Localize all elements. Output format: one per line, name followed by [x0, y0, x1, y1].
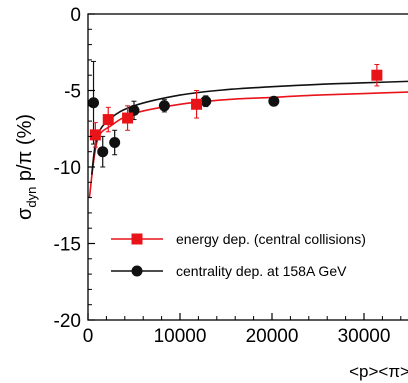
x-tick-label: 10000	[154, 326, 207, 347]
energy-data-point	[191, 98, 203, 110]
energy-data-point	[102, 114, 114, 126]
centrality-data-point	[109, 137, 121, 149]
centrality-fit-curve	[90, 80, 408, 175]
legend-energy-marker	[131, 233, 143, 245]
x-axis-title: <p><π>	[349, 362, 408, 381]
y-axis-title-rest: p/π (%)	[14, 114, 36, 187]
legend-energy-label: energy dep. (central collisions)	[176, 231, 366, 247]
y-axis-title-sub: dyn	[24, 187, 39, 208]
x-tick-label: 30000	[338, 326, 391, 347]
legend-centrality-marker	[131, 265, 143, 277]
centrality-data-point	[268, 95, 280, 107]
y-axis-title: σdyn p/π (%)	[14, 114, 39, 220]
y-tick-label: -20	[54, 311, 81, 332]
centrality-data-point	[200, 95, 212, 107]
y-tick-label: -10	[54, 158, 81, 179]
y-tick-label: -5	[64, 82, 81, 103]
y-tick-label: 0	[70, 5, 81, 26]
centrality-data-point	[158, 100, 170, 112]
energy-data-point	[122, 112, 134, 124]
centrality-data-point	[97, 146, 109, 158]
legend-centrality-label: centrality dep. at 158A GeV	[176, 263, 347, 279]
energy-data-point	[371, 69, 383, 81]
x-tick-label: 0	[83, 326, 94, 347]
centrality-data-point	[88, 97, 100, 109]
x-tick-label: 20000	[246, 326, 299, 347]
legend: energy dep. (central collisions) centrali…	[111, 231, 366, 279]
energy-data-point	[89, 129, 101, 141]
y-axis-title-main: σ	[14, 207, 36, 220]
y-tick-label: -15	[54, 235, 81, 256]
